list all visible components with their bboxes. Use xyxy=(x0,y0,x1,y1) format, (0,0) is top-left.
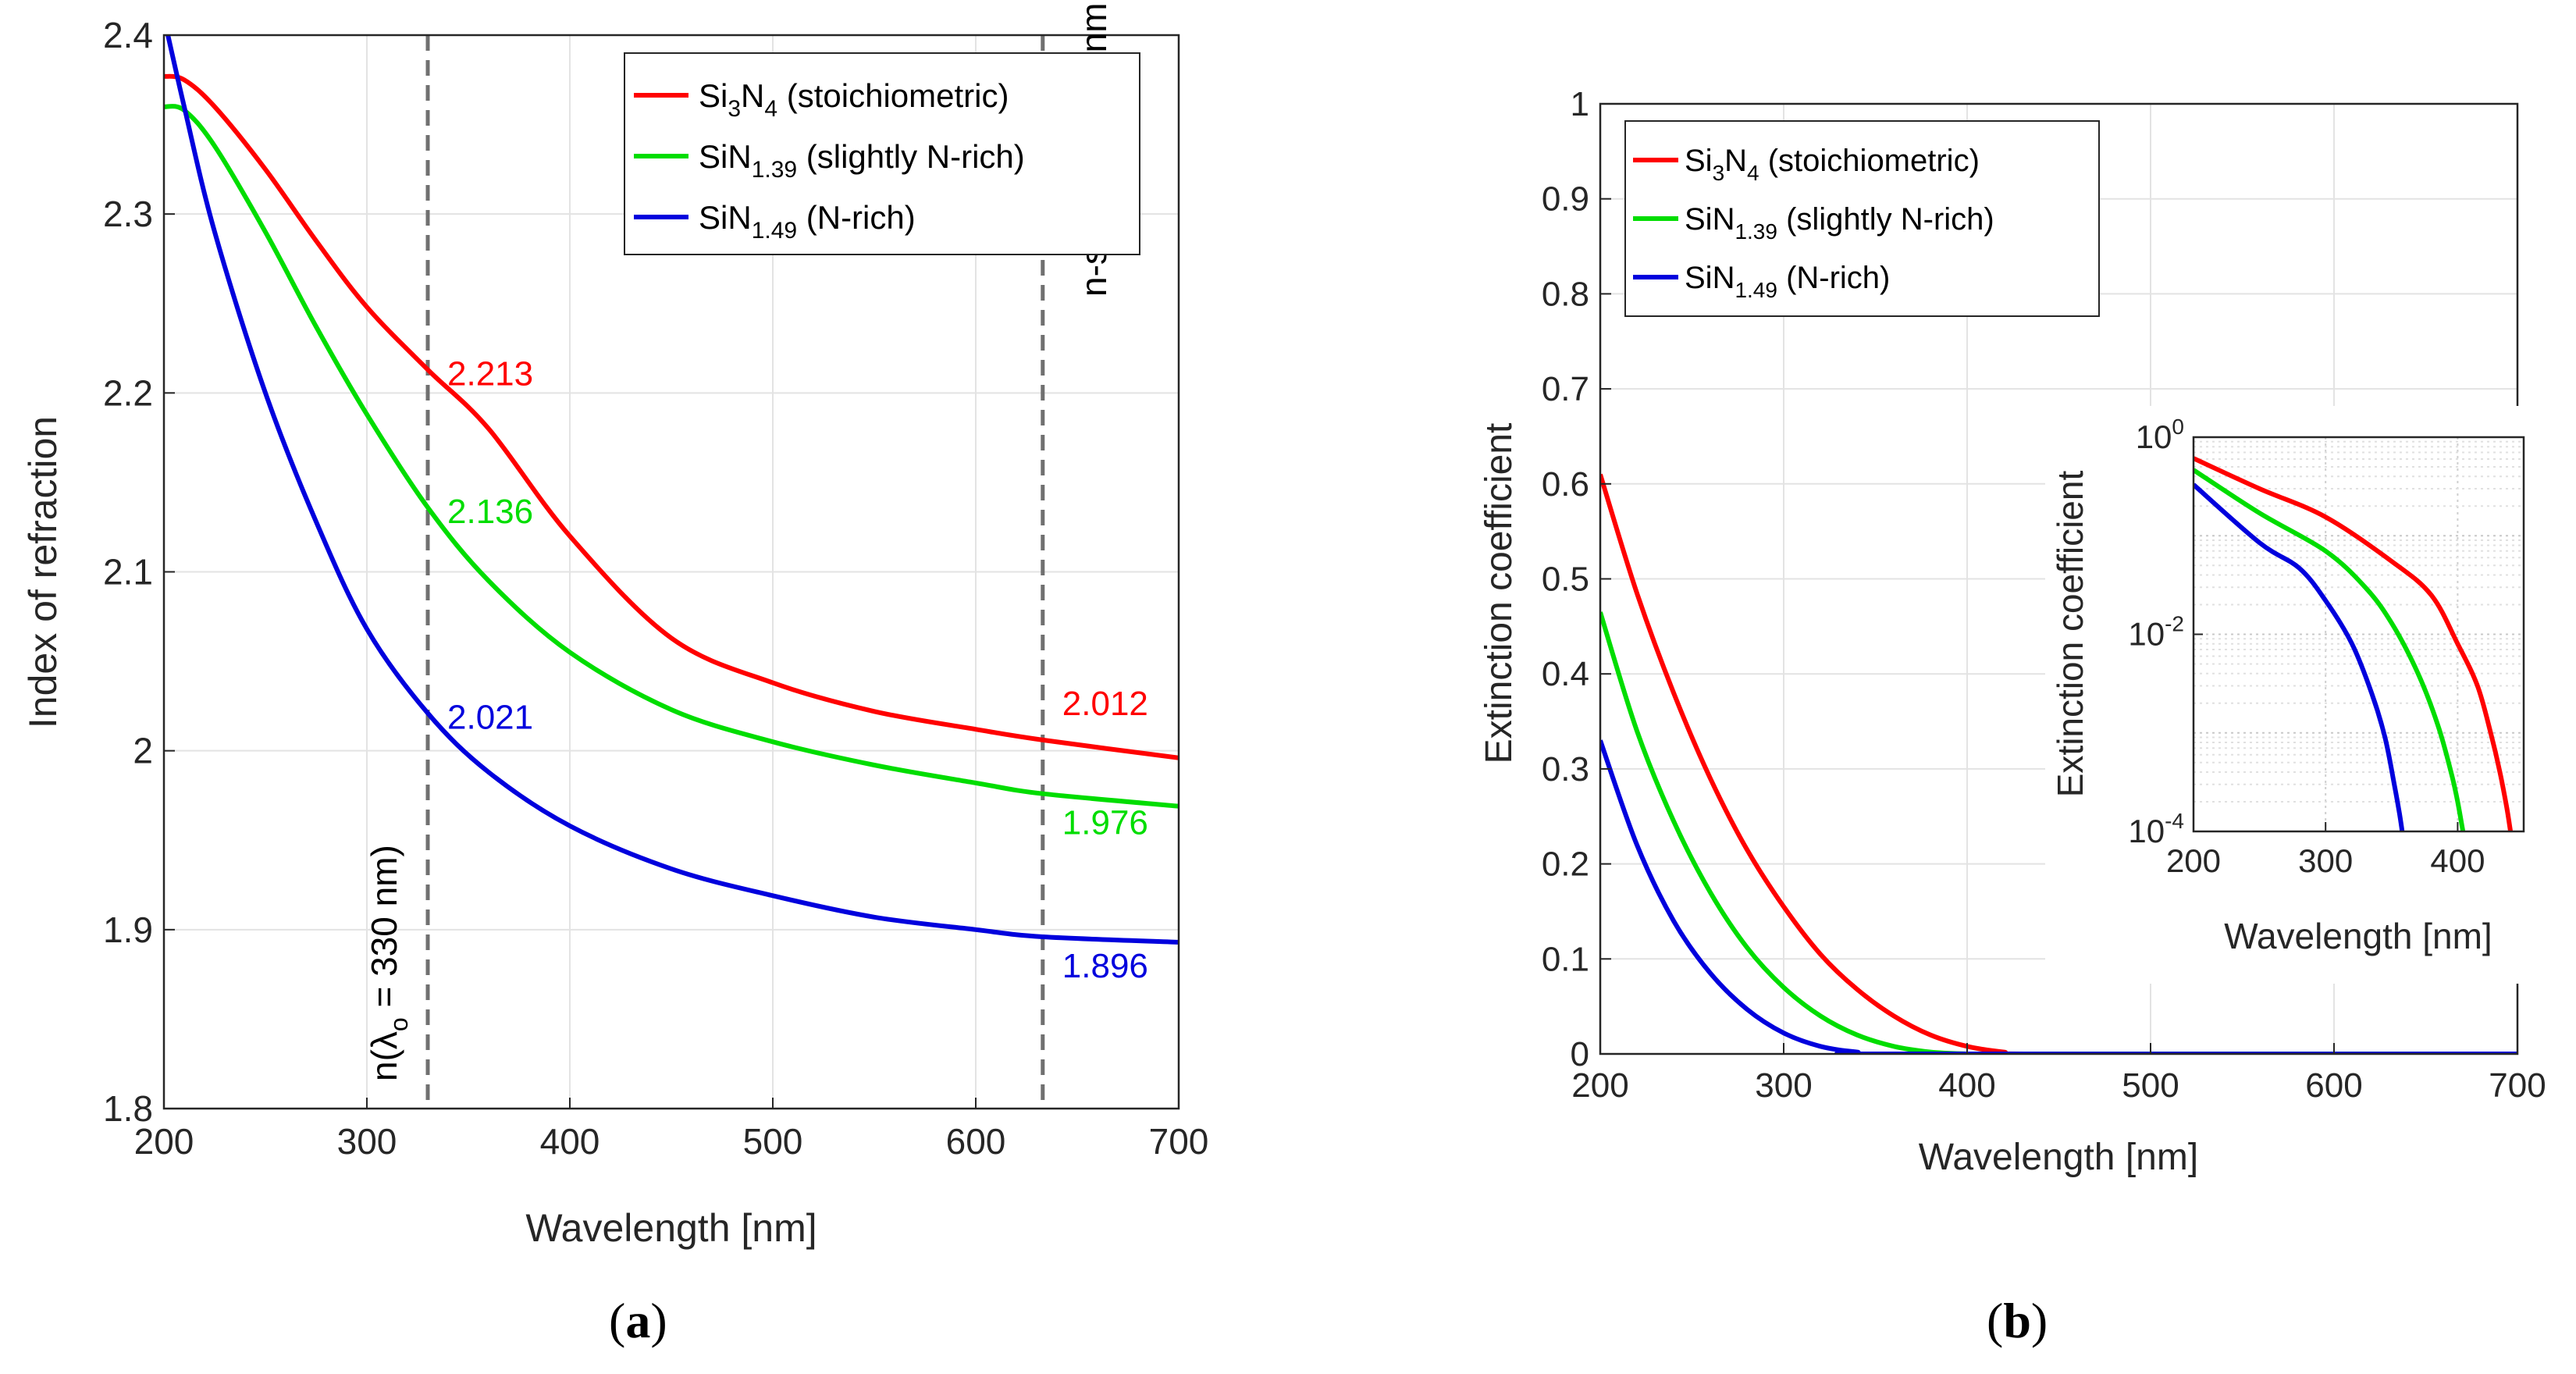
svg-text:Si3N4 (stoichiometric): Si3N4 (stoichiometric) xyxy=(1685,144,1980,185)
data-label: 2.021 xyxy=(447,699,533,737)
tick-label-x: 700 xyxy=(2489,1066,2546,1105)
tick-label-y: 0.2 xyxy=(1542,845,1589,884)
inset-series xyxy=(2194,456,2514,831)
series-line-2 xyxy=(1600,739,2517,1054)
tick-label-x: 200 xyxy=(134,1121,194,1162)
panel-a-ylabel: Index of refraction xyxy=(21,416,65,728)
tick-label-y: 0.9 xyxy=(1542,180,1589,219)
inset-tick-label-y: 100 xyxy=(2136,415,2184,455)
panel-b-legend: Si3N4 (stoichiometric) SiN1.39 (slightly… xyxy=(1624,120,2100,317)
caption-b: (b) xyxy=(1987,1293,2048,1348)
series-line-2 xyxy=(165,35,1179,945)
series-line-1 xyxy=(164,104,1179,809)
inset-series-line-2 xyxy=(2194,482,2405,831)
svg-text:SiN1.49 (N-rich): SiN1.49 (N-rich) xyxy=(1685,261,1890,302)
data-label: 2.012 xyxy=(1062,685,1148,723)
tick-label-y: 0 xyxy=(1571,1035,1589,1073)
tick-label-x: 400 xyxy=(540,1121,600,1162)
reference-line-label-330: n(λo = 330 nm) xyxy=(364,845,413,1081)
inset-xlabel: Wavelength [nm] xyxy=(2224,916,2492,956)
panel-b: 200 300 400 500 600 700 0 0.1 0.2 0.3 0.4 0.5 0.6 0.7… xyxy=(1478,85,2546,1178)
tick-label-x: 200 xyxy=(1571,1066,1628,1105)
data-label: 2.136 xyxy=(447,493,533,531)
panel-b-ylabel: Extinction coefficient xyxy=(1478,423,1520,764)
caption-a: (a) xyxy=(609,1293,667,1348)
inset-ylabel: Extinction coefficient xyxy=(2050,471,2090,798)
tick-label-y: 0.5 xyxy=(1542,561,1589,599)
inset-tick-label-x: 300 xyxy=(2298,842,2353,879)
legend-entry-sin139: SiN1.39 (slightly N-rich) xyxy=(1633,202,1994,244)
legend-entry-sin149: SiN1.49 (N-rich) xyxy=(634,199,916,244)
panel-a-legend: Si3N4 (stoichiometric) SiN1.39 (slightly… xyxy=(624,52,1140,255)
series-line-1 xyxy=(1600,611,2517,1054)
svg-text:SiN1.49 (N-rich): SiN1.49 (N-rich) xyxy=(699,199,916,244)
tick-label-x: 400 xyxy=(1938,1066,1995,1105)
tick-label-y: 0.6 xyxy=(1542,465,1589,504)
tick-label-y: 0.1 xyxy=(1542,940,1589,978)
tick-label-y: 0.8 xyxy=(1542,275,1589,313)
panel-b-xlabel: Wavelength [nm] xyxy=(1919,1137,2198,1178)
inset-tick-label-x: 400 xyxy=(2430,842,2485,879)
tick-label-x: 700 xyxy=(1149,1121,1209,1162)
legend-entry-si3n4: Si3N4 (stoichiometric) xyxy=(634,77,1009,122)
tick-label-x: 500 xyxy=(2122,1066,2179,1105)
legend-entry-si3n4: Si3N4 (stoichiometric) xyxy=(1633,144,1980,185)
panel-b-ticks: 200 300 400 500 600 700 0 0.1 0.2 0.3 0.4 0.5 0.6 0.7… xyxy=(1542,85,2546,1105)
inset-tick-label-x: 200 xyxy=(2166,842,2221,879)
inset-series-line-0 xyxy=(2194,456,2514,831)
tick-label-y: 2.2 xyxy=(103,372,153,413)
inset-chart: 200 300 400 100 10-2 10-4 Wavelength [nm] Ext… xyxy=(2045,406,2545,984)
inset-series-line-1 xyxy=(2194,468,2466,831)
svg-text:SiN1.39 (slightly N-rich): SiN1.39 (slightly N-rich) xyxy=(699,138,1025,183)
data-label: 1.976 xyxy=(1062,804,1148,842)
data-label: 1.896 xyxy=(1062,947,1148,985)
inset-ticks: 200 300 400 100 10-2 10-4 xyxy=(2128,415,2485,879)
inset-tick-label-y: 10-4 xyxy=(2128,809,2184,849)
tick-label-x: 500 xyxy=(743,1121,803,1162)
tick-label-x: 300 xyxy=(337,1121,397,1162)
panel-a-series xyxy=(164,35,1179,945)
svg-text:Si3N4 (stoichiometric): Si3N4 (stoichiometric) xyxy=(699,77,1009,122)
panel-a-ticks: 200 300 400 500 600 700 1.8 1.9 2 2.1 2.2 2.3 2.4 xyxy=(103,15,1208,1162)
legend-entry-sin149: SiN1.49 (N-rich) xyxy=(1633,261,1890,302)
panel-a-xlabel: Wavelength [nm] xyxy=(525,1206,817,1250)
svg-text:SiN1.39 (slightly N-rich): SiN1.39 (slightly N-rich) xyxy=(1685,202,1994,244)
tick-label-x: 600 xyxy=(946,1121,1006,1162)
series-line-0 xyxy=(164,73,1179,760)
tick-label-y: 2.1 xyxy=(103,552,153,593)
tick-label-y: 2.4 xyxy=(103,15,153,55)
tick-label-y: 2 xyxy=(133,731,153,771)
tick-label-y: 1.8 xyxy=(103,1088,153,1129)
panel-a: 200 300 400 500 600 700 1.8 1.9 2 2.1 2.2 2.3 2.4 2.… xyxy=(21,2,1208,1250)
tick-label-y: 1 xyxy=(1571,85,1589,123)
tick-label-y: 0.7 xyxy=(1542,370,1589,408)
tick-label-x: 300 xyxy=(1755,1066,1812,1105)
tick-label-x: 600 xyxy=(2305,1066,2362,1105)
tick-label-y: 0.3 xyxy=(1542,750,1589,788)
panel-a-annotations: 2.213 2.136 2.021 2.012 1.976 1.896 xyxy=(447,355,1148,985)
tick-label-y: 1.9 xyxy=(103,909,153,950)
tick-label-y: 2.3 xyxy=(103,194,153,234)
data-label: 2.213 xyxy=(447,355,533,393)
tick-label-y: 0.4 xyxy=(1542,655,1589,693)
legend-entry-sin139: SiN1.39 (slightly N-rich) xyxy=(634,138,1025,183)
inset-tick-label-y: 10-2 xyxy=(2128,612,2184,653)
